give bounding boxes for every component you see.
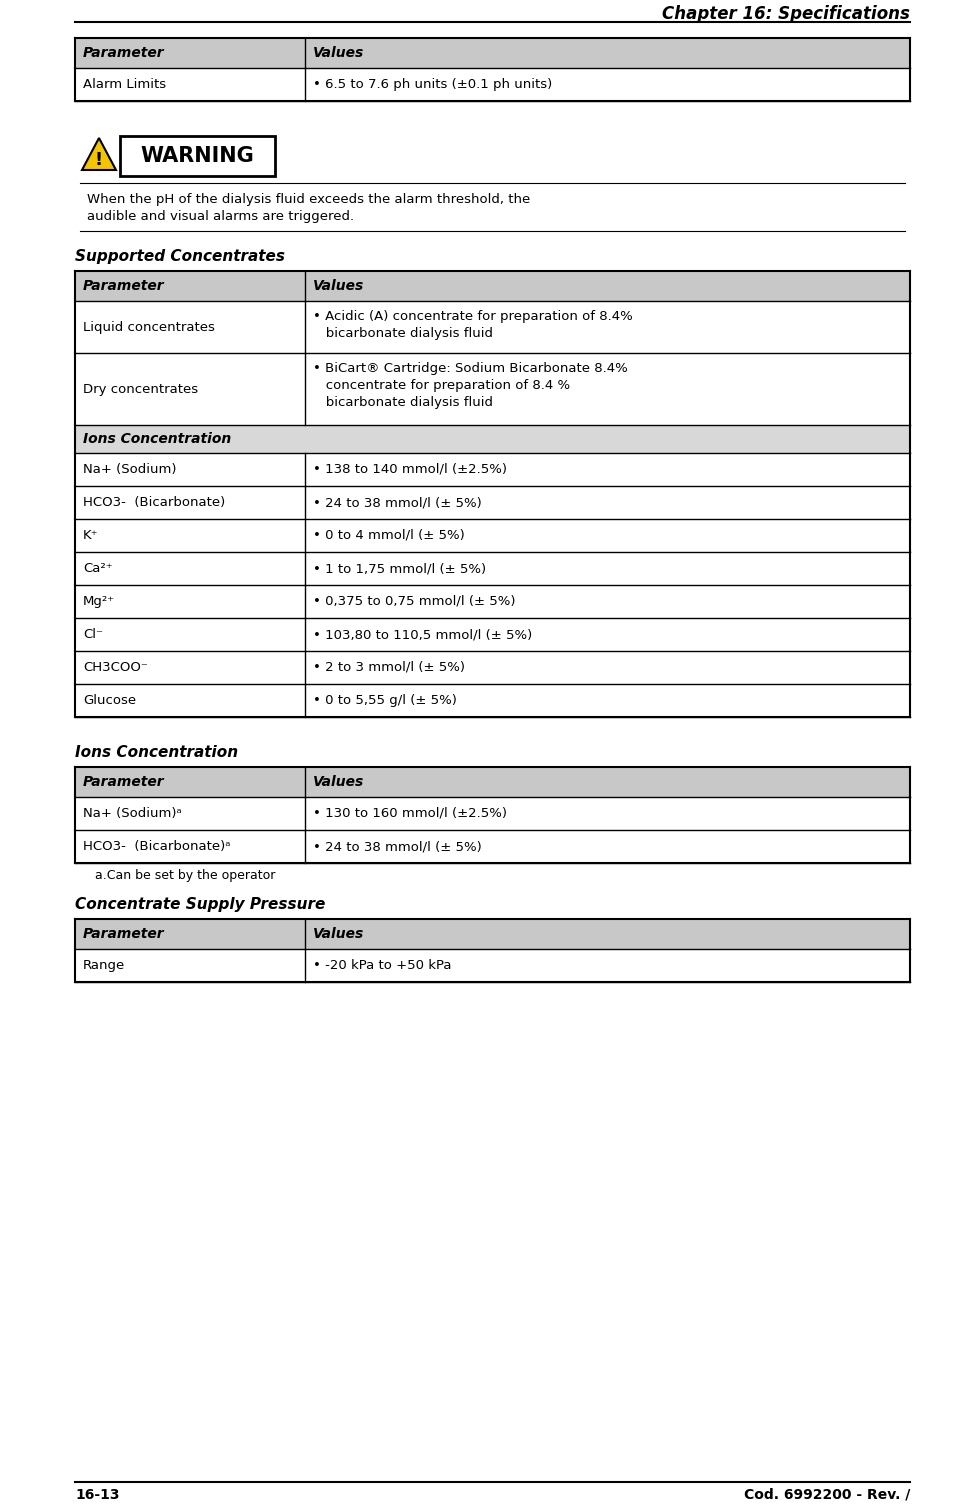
Text: WARNING: WARNING [140, 146, 255, 165]
Text: Values: Values [313, 280, 365, 293]
Text: bicarbonate dialysis fluid: bicarbonate dialysis fluid [313, 396, 493, 409]
Text: • 2 to 3 mmol/l (± 5%): • 2 to 3 mmol/l (± 5%) [313, 660, 465, 674]
Text: Concentrate Supply Pressure: Concentrate Supply Pressure [75, 896, 325, 911]
Text: • Acidic (A) concentrate for preparation of 8.4%: • Acidic (A) concentrate for preparation… [313, 310, 633, 323]
Bar [75, 684, 910, 717]
Bar [75, 949, 910, 982]
Text: Parameter: Parameter [83, 47, 165, 60]
Text: HCO3-  (Bicarbonate): HCO3- (Bicarbonate) [83, 496, 225, 508]
Text: • 24 to 38 mmol/l (± 5%): • 24 to 38 mmol/l (± 5%) [313, 496, 482, 508]
Bar [75, 426, 910, 453]
Text: When the pH of the dialysis fluid exceeds the alarm threshold, the: When the pH of the dialysis fluid exceed… [87, 193, 530, 206]
Bar [75, 830, 910, 863]
Bar [75, 353, 910, 426]
Text: • 0 to 4 mmol/l (± 5%): • 0 to 4 mmol/l (± 5%) [313, 529, 465, 541]
Text: Ions Concentration: Ions Concentration [83, 432, 231, 447]
Bar [75, 453, 910, 486]
Text: !: ! [95, 150, 103, 168]
Text: audible and visual alarms are triggered.: audible and visual alarms are triggered. [87, 211, 354, 223]
Text: Ions Concentration: Ions Concentration [75, 744, 238, 760]
Bar [75, 767, 910, 797]
Text: HCO3-  (Bicarbonate)ᵃ: HCO3- (Bicarbonate)ᵃ [83, 841, 230, 853]
Text: • BiCart® Cartridge: Sodium Bicarbonate 8.4%: • BiCart® Cartridge: Sodium Bicarbonate … [313, 362, 628, 374]
Text: Alarm Limits: Alarm Limits [83, 78, 167, 92]
Bar [75, 301, 910, 353]
Text: • 0,375 to 0,75 mmol/l (± 5%): • 0,375 to 0,75 mmol/l (± 5%) [313, 596, 515, 608]
Bar [75, 651, 910, 684]
Bar [75, 271, 910, 301]
Bar [75, 486, 910, 519]
Text: • 130 to 160 mmol/l (±2.5%): • 130 to 160 mmol/l (±2.5%) [313, 808, 507, 820]
Text: Cl⁻: Cl⁻ [83, 629, 103, 641]
Bar [75, 68, 910, 101]
Polygon shape [82, 138, 116, 170]
Text: Mg²⁺: Mg²⁺ [83, 596, 115, 608]
Text: Supported Concentrates: Supported Concentrates [75, 250, 285, 265]
Text: Chapter 16: Specifications: Chapter 16: Specifications [662, 5, 910, 23]
Text: Parameter: Parameter [83, 280, 165, 293]
Text: Values: Values [313, 926, 365, 942]
Text: Parameter: Parameter [83, 926, 165, 942]
Text: a.Can be set by the operator: a.Can be set by the operator [95, 869, 275, 881]
Bar [75, 552, 910, 585]
Text: K⁺: K⁺ [83, 529, 99, 541]
Text: Range: Range [83, 960, 125, 972]
Text: • 0 to 5,55 g/l (± 5%): • 0 to 5,55 g/l (± 5%) [313, 693, 457, 707]
Text: Parameter: Parameter [83, 775, 165, 790]
Bar [75, 38, 910, 68]
Text: Glucose: Glucose [83, 693, 136, 707]
Text: CH3COO⁻: CH3COO⁻ [83, 660, 148, 674]
Text: Na+ (Sodium)ᵃ: Na+ (Sodium)ᵃ [83, 808, 181, 820]
Text: • 103,80 to 110,5 mmol/l (± 5%): • 103,80 to 110,5 mmol/l (± 5%) [313, 629, 532, 641]
Text: bicarbonate dialysis fluid: bicarbonate dialysis fluid [313, 326, 493, 340]
Text: Dry concentrates: Dry concentrates [83, 382, 198, 396]
Text: Ca²⁺: Ca²⁺ [83, 562, 113, 575]
Bar [75, 797, 910, 830]
Text: • 1 to 1,75 mmol/l (± 5%): • 1 to 1,75 mmol/l (± 5%) [313, 562, 486, 575]
Text: Na+ (Sodium): Na+ (Sodium) [83, 463, 176, 475]
Text: 16-13: 16-13 [75, 1487, 120, 1502]
Text: • 24 to 38 mmol/l (± 5%): • 24 to 38 mmol/l (± 5%) [313, 841, 482, 853]
Bar [75, 618, 910, 651]
Bar [75, 919, 910, 949]
Text: Values: Values [313, 47, 365, 60]
Bar [75, 585, 910, 618]
Bar [120, 135, 275, 176]
Text: Cod. 6992200 - Rev. /: Cod. 6992200 - Rev. / [744, 1487, 910, 1502]
Text: concentrate for preparation of 8.4 %: concentrate for preparation of 8.4 % [313, 379, 570, 393]
Bar [75, 519, 910, 552]
Text: Liquid concentrates: Liquid concentrates [83, 320, 215, 334]
Text: • 6.5 to 7.6 ph units (±0.1 ph units): • 6.5 to 7.6 ph units (±0.1 ph units) [313, 78, 553, 92]
Text: • -20 kPa to +50 kPa: • -20 kPa to +50 kPa [313, 960, 452, 972]
Text: Values: Values [313, 775, 365, 790]
Text: • 138 to 140 mmol/l (±2.5%): • 138 to 140 mmol/l (±2.5%) [313, 463, 507, 475]
